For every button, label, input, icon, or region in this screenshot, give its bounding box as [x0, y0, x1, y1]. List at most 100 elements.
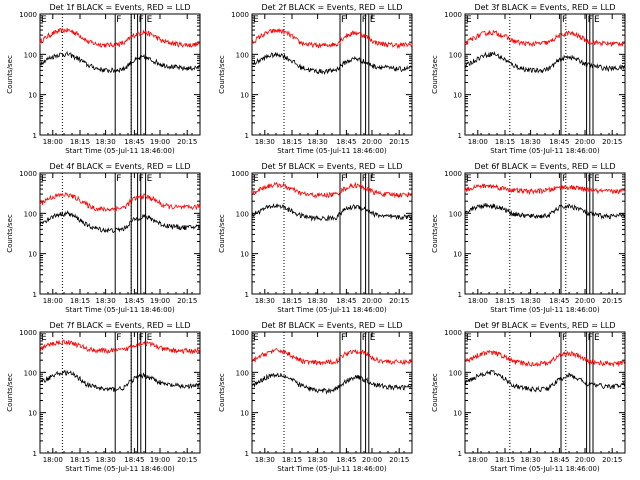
y-tick-label: 100	[236, 369, 249, 377]
lld-series-line	[39, 339, 201, 355]
events-series-line	[251, 372, 413, 395]
chart-title: Det 3f BLACK = Events, RED = LLD	[474, 3, 615, 12]
x-tick-label: 18:15	[495, 138, 515, 146]
x-tick-label: 18:45	[124, 297, 144, 305]
flag-label: E	[594, 15, 600, 25]
x-tick-label: 18:45	[549, 138, 569, 146]
x-tick-label: 18:30	[521, 297, 541, 305]
x-tick-label: 18:45	[549, 456, 569, 464]
x-tick-label: 18:00	[43, 138, 63, 146]
flag-label: F	[562, 333, 567, 343]
y-tick-label: 100	[236, 51, 249, 59]
flag-label: F	[116, 15, 121, 25]
x-tick-label: 20:15	[177, 297, 197, 305]
x-tick-label: 20:00	[362, 456, 382, 464]
x-tick-label: 20:15	[177, 456, 197, 464]
flag-label: F	[588, 15, 593, 25]
lld-series-line	[251, 348, 413, 366]
y-tick-label: 1000	[19, 170, 37, 178]
flag-label: E	[370, 174, 376, 184]
x-tick-label: 18:30	[521, 456, 541, 464]
y-tick-label: 10	[453, 92, 462, 100]
flag-label: F	[362, 15, 367, 25]
plot-frame	[464, 13, 626, 136]
x-tick-label: 18:00	[468, 138, 488, 146]
y-axis-label: Counts/sec	[6, 214, 14, 253]
x-axis-label: Start Time (05-Jul-11 18:46:00)	[490, 306, 600, 314]
flag-label: E	[466, 15, 472, 25]
y-tick-label: 1	[33, 291, 37, 299]
plot-frame	[39, 172, 201, 295]
y-tick-label: 1	[245, 450, 249, 458]
events-series-line	[464, 369, 625, 393]
x-tick-label: 18:15	[70, 456, 90, 464]
y-axis-label: Counts/sec	[6, 373, 14, 412]
flag-label: E	[466, 174, 472, 184]
x-axis-label: Start Time (05-Jul-11 18:46:00)	[490, 147, 600, 155]
y-tick-label: 100	[24, 369, 37, 377]
x-tick-label: 19:00	[150, 297, 170, 305]
x-axis-label: Start Time (05-Jul-11 18:46:00)	[65, 306, 175, 314]
y-tick-label: 10	[453, 251, 462, 259]
x-tick-label: 18:00	[43, 297, 63, 305]
plot-frame	[464, 331, 626, 454]
flag-label: F	[139, 333, 144, 343]
y-tick-label: 1000	[231, 329, 249, 337]
x-axis-label: Start Time (05-Jul-11 18:46:00)	[277, 147, 387, 155]
x-tick-label: 19:00	[150, 138, 170, 146]
x-tick-label: 18:30	[308, 297, 328, 305]
x-tick-label: 20:00	[362, 138, 382, 146]
x-tick-label: 18:15	[495, 297, 515, 305]
x-tick-label: 18:00	[468, 297, 488, 305]
y-tick-label: 1	[458, 450, 462, 458]
flag-label: E	[253, 15, 259, 25]
y-tick-label: 1	[458, 132, 462, 140]
flag-label: E	[253, 333, 259, 343]
y-tick-label: 100	[449, 369, 462, 377]
y-axis-label: Counts/sec	[431, 55, 439, 94]
y-tick-label: 1000	[19, 329, 37, 337]
y-tick-label: 10	[240, 410, 249, 418]
y-tick-label: 100	[24, 51, 37, 59]
y-tick-label: 1000	[231, 11, 249, 19]
y-tick-label: 10	[453, 410, 462, 418]
flag-label: F	[362, 333, 367, 343]
y-tick-label: 1000	[444, 170, 462, 178]
y-axis-label: Counts/sec	[218, 373, 226, 412]
lld-series-line	[464, 349, 626, 368]
x-tick-label: 18:45	[124, 138, 144, 146]
flag-label: F	[341, 174, 346, 184]
x-axis-label: Start Time (05-Jul-11 18:46:00)	[277, 306, 387, 314]
chart-title: Det 6f BLACK = Events, RED = LLD	[474, 162, 615, 171]
chart-title: Det 8f BLACK = Events, RED = LLD	[261, 321, 402, 330]
y-tick-label: 1000	[444, 11, 462, 19]
x-tick-label: 20:15	[389, 138, 409, 146]
events-series-line	[464, 203, 626, 220]
flag-label: E	[147, 333, 153, 343]
chart-title: Det 1f BLACK = Events, RED = LLD	[49, 3, 190, 12]
plot-frame	[251, 172, 413, 295]
x-axis-label: Start Time (05-Jul-11 18:46:00)	[65, 465, 175, 473]
y-tick-label: 1	[245, 132, 249, 140]
x-tick-label: 18:45	[336, 138, 356, 146]
x-tick-label: 20:15	[389, 297, 409, 305]
y-tick-label: 10	[28, 251, 37, 259]
x-tick-label: 20:00	[362, 297, 382, 305]
chart-title: Det 9f BLACK = Events, RED = LLD	[474, 321, 615, 330]
chart-title: Det 2f BLACK = Events, RED = LLD	[261, 3, 402, 12]
y-tick-label: 10	[240, 251, 249, 259]
chart-title: Det 7f BLACK = Events, RED = LLD	[49, 321, 190, 330]
flag-label: E	[41, 174, 47, 184]
x-tick-label: 18:15	[70, 138, 90, 146]
y-axis-label: Counts/sec	[431, 373, 439, 412]
flag-label: F	[562, 174, 567, 184]
flag-label: E	[147, 15, 153, 25]
flag-label: E	[41, 15, 47, 25]
y-tick-label: 1000	[19, 11, 37, 19]
flag-label: F	[588, 333, 593, 343]
x-tick-label: 18:45	[124, 456, 144, 464]
y-tick-label: 10	[28, 92, 37, 100]
y-tick-label: 10	[240, 92, 249, 100]
x-tick-label: 18:30	[521, 138, 541, 146]
